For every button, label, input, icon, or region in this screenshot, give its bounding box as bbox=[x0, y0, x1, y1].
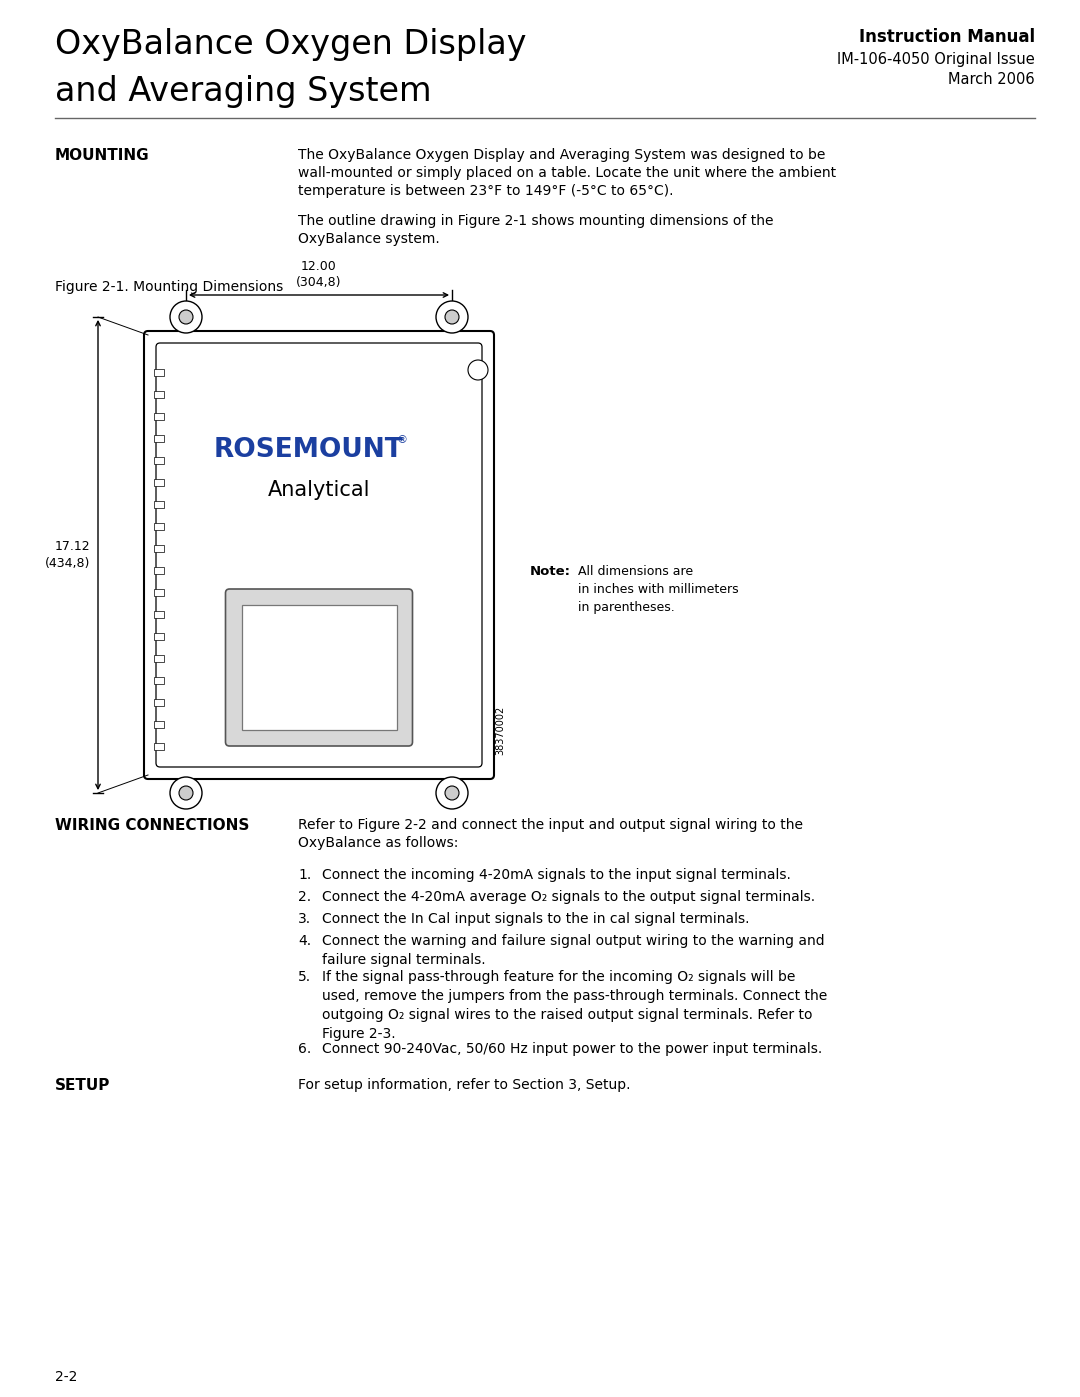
Circle shape bbox=[179, 310, 193, 324]
Bar bbox=[154, 457, 164, 464]
Text: Note:: Note: bbox=[530, 564, 571, 578]
Bar bbox=[154, 391, 164, 398]
Bar bbox=[154, 567, 164, 574]
Bar bbox=[154, 502, 164, 509]
Bar bbox=[154, 655, 164, 662]
Bar bbox=[154, 698, 164, 705]
Text: IM-106-4050 Original Issue: IM-106-4050 Original Issue bbox=[837, 52, 1035, 67]
Bar bbox=[154, 545, 164, 552]
Text: The OxyBalance Oxygen Display and Averaging System was designed to be: The OxyBalance Oxygen Display and Averag… bbox=[298, 148, 825, 162]
Bar bbox=[154, 414, 164, 420]
Text: 3.: 3. bbox=[298, 912, 311, 926]
Text: OxyBalance system.: OxyBalance system. bbox=[298, 232, 440, 246]
Text: March 2006: March 2006 bbox=[948, 73, 1035, 87]
Bar bbox=[154, 369, 164, 376]
Text: SETUP: SETUP bbox=[55, 1078, 110, 1092]
Circle shape bbox=[179, 787, 193, 800]
Text: Connect 90-240Vac, 50/60 Hz input power to the power input terminals.: Connect 90-240Vac, 50/60 Hz input power … bbox=[322, 1042, 822, 1056]
Bar bbox=[154, 721, 164, 728]
Text: All dimensions are
in inches with millimeters
in parentheses.: All dimensions are in inches with millim… bbox=[578, 564, 739, 615]
Text: temperature is between 23°F to 149°F (-5°C to 65°C).: temperature is between 23°F to 149°F (-5… bbox=[298, 184, 674, 198]
Bar bbox=[154, 633, 164, 640]
Text: Connect the In Cal input signals to the in cal signal terminals.: Connect the In Cal input signals to the … bbox=[322, 912, 750, 926]
Text: The outline drawing in Figure 2-1 shows mounting dimensions of the: The outline drawing in Figure 2-1 shows … bbox=[298, 214, 773, 228]
Text: Refer to Figure 2-2 and connect the input and output signal wiring to the: Refer to Figure 2-2 and connect the inpu… bbox=[298, 819, 804, 833]
FancyBboxPatch shape bbox=[226, 590, 413, 746]
Bar bbox=[154, 610, 164, 617]
Circle shape bbox=[468, 360, 488, 380]
Text: ®: ® bbox=[397, 434, 408, 446]
Text: 38370002: 38370002 bbox=[495, 705, 505, 754]
Bar bbox=[154, 678, 164, 685]
Text: Connect the warning and failure signal output wiring to the warning and
failure : Connect the warning and failure signal o… bbox=[322, 935, 825, 967]
Circle shape bbox=[436, 777, 468, 809]
FancyBboxPatch shape bbox=[156, 344, 482, 767]
Text: Analytical: Analytical bbox=[268, 481, 370, 500]
Bar bbox=[154, 434, 164, 441]
Text: OxyBalance Oxygen Display: OxyBalance Oxygen Display bbox=[55, 28, 527, 61]
Text: Instruction Manual: Instruction Manual bbox=[859, 28, 1035, 46]
Bar bbox=[242, 605, 396, 731]
Circle shape bbox=[445, 310, 459, 324]
Text: Figure 2-1. Mounting Dimensions: Figure 2-1. Mounting Dimensions bbox=[55, 279, 283, 293]
Text: OxyBalance as follows:: OxyBalance as follows: bbox=[298, 835, 458, 849]
Circle shape bbox=[436, 300, 468, 332]
Circle shape bbox=[445, 787, 459, 800]
Text: and Averaging System: and Averaging System bbox=[55, 75, 432, 108]
FancyBboxPatch shape bbox=[144, 331, 494, 780]
Bar bbox=[154, 743, 164, 750]
Text: 6.: 6. bbox=[298, 1042, 311, 1056]
Text: For setup information, refer to Section 3, Setup.: For setup information, refer to Section … bbox=[298, 1078, 631, 1092]
Text: 1.: 1. bbox=[298, 868, 311, 882]
Text: ROSEMOUNT: ROSEMOUNT bbox=[214, 437, 404, 462]
Text: Connect the incoming 4-20mA signals to the input signal terminals.: Connect the incoming 4-20mA signals to t… bbox=[322, 868, 791, 882]
Text: 2.: 2. bbox=[298, 890, 311, 904]
Bar bbox=[154, 522, 164, 529]
Text: Connect the 4-20mA average O₂ signals to the output signal terminals.: Connect the 4-20mA average O₂ signals to… bbox=[322, 890, 815, 904]
Circle shape bbox=[170, 777, 202, 809]
Text: WIRING CONNECTIONS: WIRING CONNECTIONS bbox=[55, 819, 249, 833]
Text: wall-mounted or simply placed on a table. Locate the unit where the ambient: wall-mounted or simply placed on a table… bbox=[298, 166, 836, 180]
Bar bbox=[154, 590, 164, 597]
Bar bbox=[154, 479, 164, 486]
Text: MOUNTING: MOUNTING bbox=[55, 148, 150, 163]
Text: 5.: 5. bbox=[298, 970, 311, 983]
Text: 12.00
(304,8): 12.00 (304,8) bbox=[296, 260, 341, 289]
Text: If the signal pass-through feature for the incoming O₂ signals will be
used, rem: If the signal pass-through feature for t… bbox=[322, 970, 827, 1041]
Text: 4.: 4. bbox=[298, 935, 311, 949]
Text: 2-2: 2-2 bbox=[55, 1370, 78, 1384]
Text: 17.12
(434,8): 17.12 (434,8) bbox=[44, 541, 90, 570]
Circle shape bbox=[170, 300, 202, 332]
